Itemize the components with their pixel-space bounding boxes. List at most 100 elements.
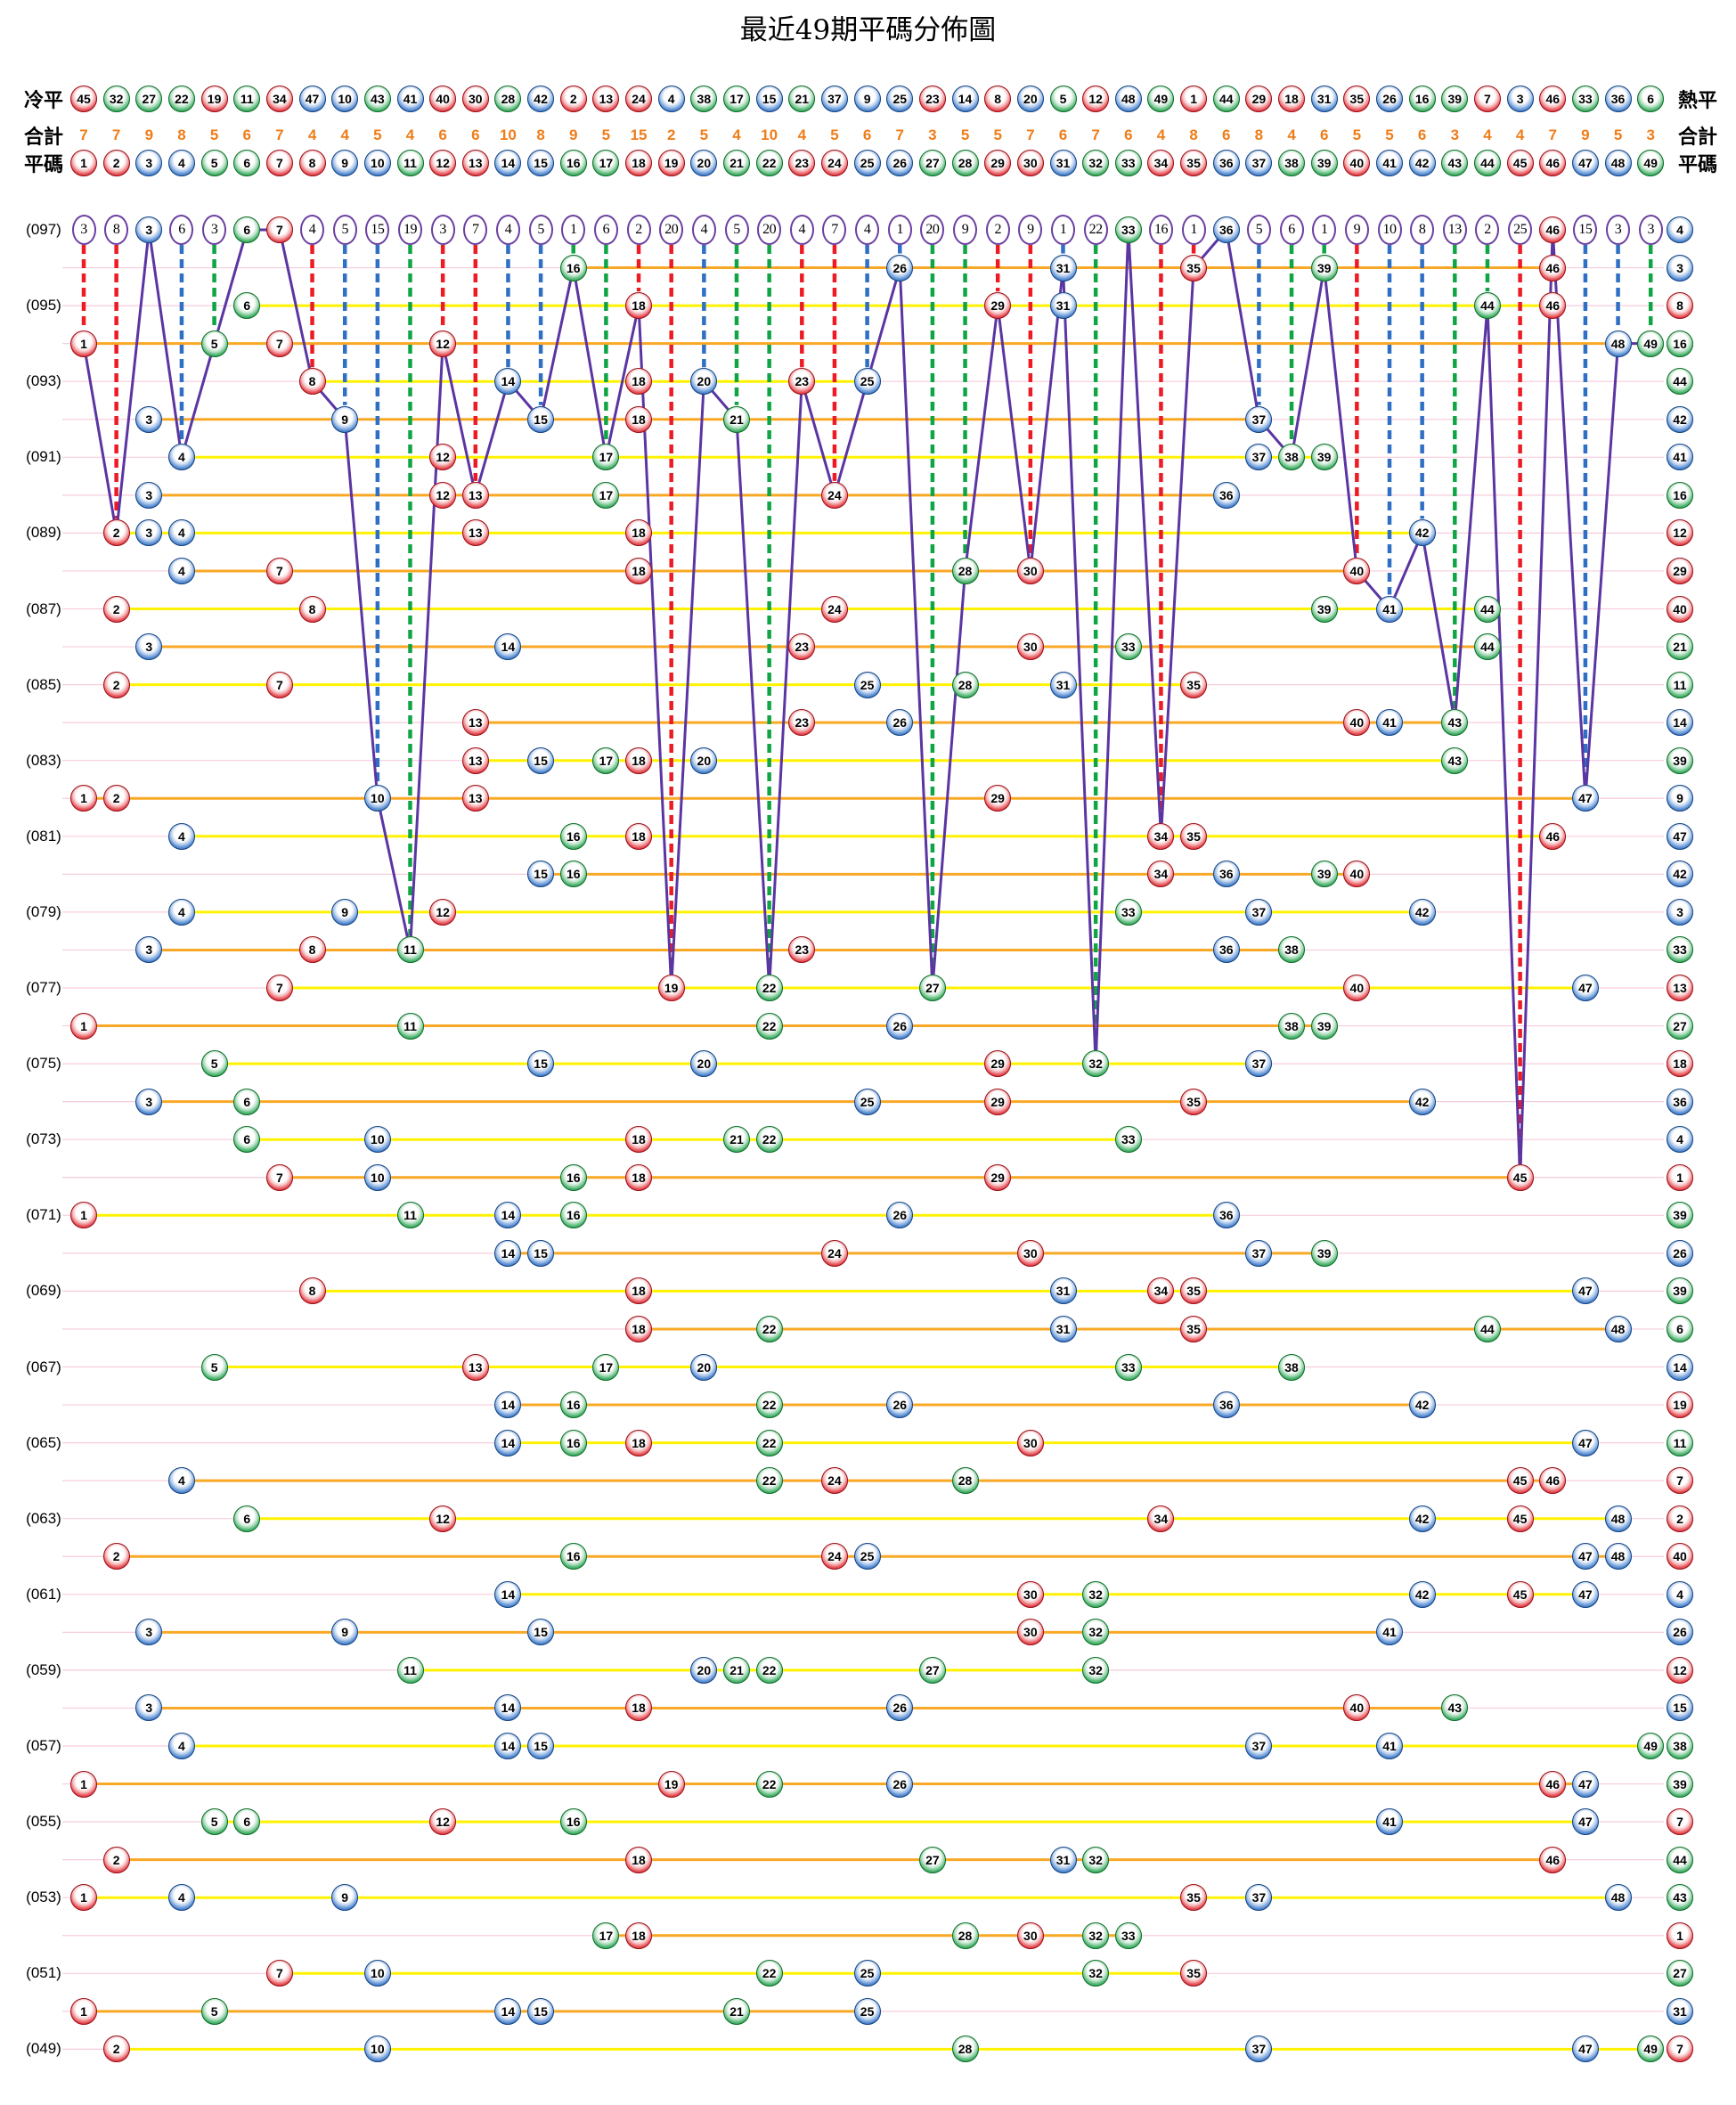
- draw-ball: 3: [135, 633, 163, 661]
- draw-ball: 18: [625, 747, 653, 774]
- page-title: 最近49期平碼分佈圖: [739, 14, 997, 46]
- draw-ball: 28: [951, 671, 979, 698]
- draw-ball: 14: [494, 1694, 522, 1722]
- total-count: 6: [438, 126, 447, 143]
- miss-gap-circle: 4: [855, 215, 880, 245]
- special-number-ball: 26: [1667, 1619, 1693, 1646]
- draw-ball: 41: [1376, 1733, 1403, 1759]
- miss-gap-circle: 4: [691, 215, 716, 245]
- draw-ball: 21: [723, 405, 750, 433]
- miss-gap-circle: 8: [1410, 215, 1435, 245]
- draw-ball: 39: [1310, 444, 1338, 471]
- draw-ball: 18: [625, 1694, 653, 1722]
- draw-ball: 7: [265, 1960, 293, 1987]
- draw-ball: 19: [657, 975, 685, 1001]
- miss-gap-circle: 20: [920, 215, 945, 245]
- miss-gap-circle: 6: [169, 215, 194, 245]
- cold-order-ball: 44: [1212, 86, 1240, 112]
- draw-ball: 20: [690, 368, 718, 396]
- number-header-ball: 20: [690, 150, 718, 176]
- draw-ball: 5: [200, 1050, 228, 1078]
- special-number-ball: 27: [1667, 1960, 1693, 1987]
- draw-ball: 29: [984, 292, 1012, 320]
- total-count: 5: [993, 126, 1002, 143]
- special-number-ball: 3: [1667, 254, 1693, 281]
- special-number-ball: 14: [1667, 709, 1693, 737]
- draw-ball: 9: [331, 898, 359, 926]
- draw-ball: 47: [1571, 1580, 1599, 1608]
- draw-ball: 44: [1473, 1315, 1501, 1342]
- draw-ball: 20: [690, 1656, 718, 1684]
- miss-gap-circle: 3: [1638, 215, 1663, 245]
- draw-ball: 46: [1539, 254, 1567, 281]
- draw-ball: 44: [1473, 292, 1501, 320]
- total-count: 8: [536, 126, 545, 143]
- miss-gap-circle: 2: [985, 215, 1010, 245]
- draw-ball: 32: [1082, 1960, 1110, 1987]
- draw-ball: 47: [1571, 1808, 1599, 1836]
- draw-ball: 16: [559, 1202, 587, 1229]
- special-number-ball: 18: [1667, 1050, 1693, 1078]
- cold-order-ball: 38: [690, 86, 718, 112]
- total-count: 5: [699, 126, 709, 143]
- cold-order-ball: 9: [853, 86, 881, 112]
- draw-ball: 33: [1114, 216, 1142, 243]
- draw-period-label: (067): [26, 1358, 61, 1375]
- draw-ball: 6: [233, 216, 261, 243]
- draw-ball: 41: [1376, 1619, 1403, 1646]
- miss-gap-circle: 5: [724, 215, 749, 245]
- draw-ball: 42: [1408, 519, 1436, 547]
- draw-ball: 38: [1278, 1012, 1306, 1040]
- total-count: 8: [1254, 126, 1264, 143]
- special-number-ball: 26: [1667, 1239, 1693, 1267]
- total-count: 5: [1352, 126, 1362, 143]
- special-number-ball: 39: [1667, 1202, 1693, 1229]
- cold-order-ball: 23: [918, 86, 946, 112]
- draw-ball: 15: [527, 747, 555, 774]
- draw-ball: 7: [265, 330, 293, 357]
- draw-ball: 45: [1506, 1505, 1534, 1532]
- draw-ball: 5: [200, 1808, 228, 1836]
- number-header-ball: 42: [1408, 150, 1436, 176]
- special-number-ball: 4: [1667, 1126, 1693, 1154]
- draw-ball: 6: [233, 1808, 261, 1836]
- draw-ball: 8: [298, 368, 326, 396]
- cold-order-ball: 47: [298, 86, 326, 112]
- draw-ball: 32: [1082, 1846, 1110, 1873]
- draw-ball: 18: [625, 519, 653, 547]
- draw-ball: 17: [592, 1353, 620, 1381]
- draw-ball: 22: [755, 975, 783, 1001]
- number-header-ball: 2: [102, 150, 130, 176]
- draw-ball: 27: [918, 1846, 946, 1873]
- draw-ball: 34: [1147, 861, 1175, 888]
- draw-ball: 3: [135, 1694, 163, 1722]
- draw-period-label: (061): [26, 1585, 61, 1603]
- draw-period-label: (057): [26, 1737, 61, 1754]
- total-count: 7: [1026, 126, 1035, 143]
- draw-ball: 8: [298, 1277, 326, 1305]
- draw-ball: 40: [1343, 709, 1371, 737]
- draw-ball: 3: [135, 481, 163, 509]
- cold-label: 冷平: [23, 90, 64, 112]
- cold-order-ball: 42: [527, 86, 555, 112]
- number-header-ball: 41: [1376, 150, 1403, 176]
- draw-ball: 8: [298, 595, 326, 623]
- special-number-ball: 16: [1667, 481, 1693, 509]
- draw-ball: 3: [135, 1619, 163, 1646]
- miss-gap-circle: 6: [593, 215, 618, 245]
- number-label-right: 平碼: [1677, 154, 1718, 176]
- draw-period-label: (083): [26, 751, 61, 769]
- draw-ball: 3: [135, 405, 163, 433]
- draw-ball: 16: [559, 1543, 587, 1571]
- draw-ball: 1: [70, 785, 97, 812]
- draw-ball: 35: [1180, 1960, 1208, 1987]
- draw-ball: 15: [527, 1239, 555, 1267]
- number-header-ball: 22: [755, 150, 783, 176]
- draw-ball: 28: [951, 557, 979, 584]
- draw-ball: 36: [1212, 936, 1240, 964]
- draw-ball: 40: [1343, 975, 1371, 1001]
- draw-ball: 26: [886, 254, 914, 281]
- number-header-ball: 37: [1245, 150, 1273, 176]
- special-number-ball: 1: [1667, 1163, 1693, 1191]
